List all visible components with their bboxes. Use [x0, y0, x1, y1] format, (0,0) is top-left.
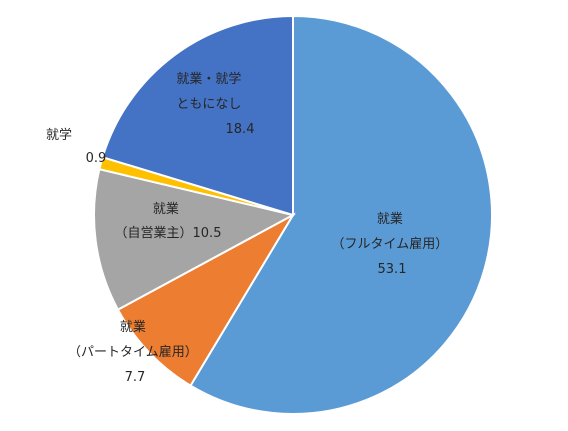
slice-selfemployed: [93, 167, 296, 312]
slice-parttime: [116, 212, 296, 387]
slice-fulltime: [189, 14, 493, 415]
slice-label-selfemployed: 就業 （自営業主）10.5: [115, 201, 222, 241]
slice-label-parttime: 就業 （パートタイム雇用） 7.7: [68, 319, 202, 385]
pie-slices: [93, 14, 493, 415]
slice-label-fulltime: 就業 （フルタイム雇用） 53.1: [332, 211, 453, 277]
slice-label-none: 就業・就学 ともになし 18.4: [176, 71, 254, 137]
slice-none: [101, 14, 294, 217]
slice-label-study: 就学: [46, 127, 72, 143]
slice-value-study: 0.9: [86, 151, 107, 166]
